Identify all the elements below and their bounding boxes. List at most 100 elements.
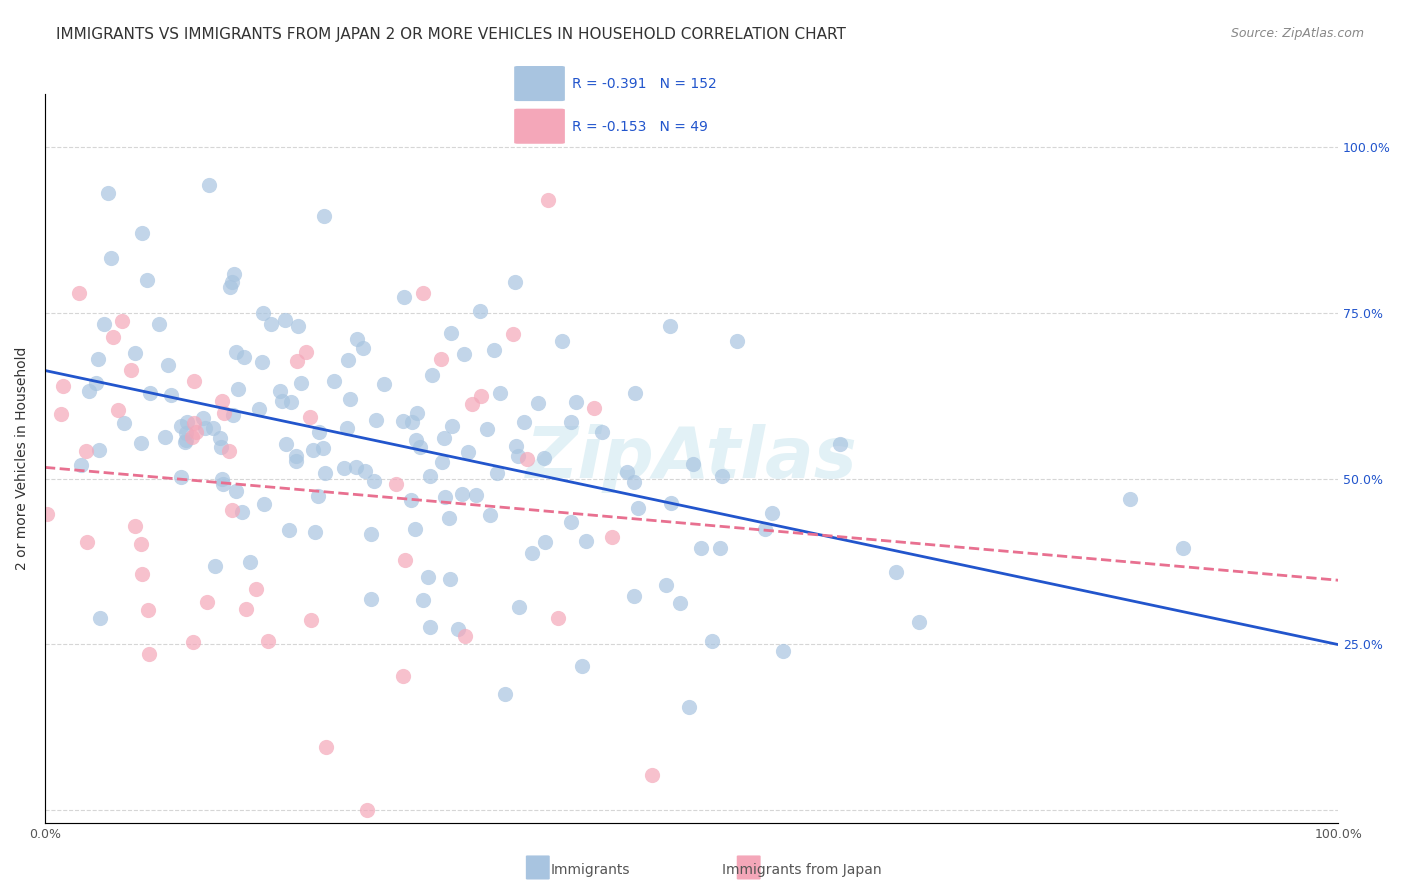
Point — [533, 451, 555, 466]
Point — [101, 329, 124, 343]
Point — [218, 279, 240, 293]
Point — [299, 409, 322, 424]
Point — [250, 355, 273, 369]
Point — [148, 317, 170, 331]
Point — [627, 500, 650, 515]
Point — [384, 476, 406, 491]
Point — [208, 431, 231, 445]
Point — [212, 406, 235, 420]
Point — [221, 275, 243, 289]
Point — [451, 487, 474, 501]
Point — [624, 386, 647, 401]
Point — [124, 518, 146, 533]
Point — [191, 410, 214, 425]
Point — [129, 537, 152, 551]
Point — [591, 425, 613, 439]
Point — [314, 466, 336, 480]
Point — [659, 496, 682, 510]
Point — [285, 449, 308, 463]
Point — [537, 193, 560, 207]
Point — [315, 740, 337, 755]
Point — [124, 346, 146, 360]
Point — [884, 565, 907, 579]
Point — [156, 358, 179, 372]
Point — [183, 375, 205, 389]
Point — [363, 475, 385, 489]
Point — [129, 436, 152, 450]
Point — [35, 508, 58, 522]
Point — [356, 803, 378, 817]
Point — [304, 524, 326, 539]
Point — [239, 555, 262, 569]
Point — [1119, 491, 1142, 506]
Point — [183, 416, 205, 430]
Point — [453, 629, 475, 643]
Point — [360, 527, 382, 541]
Point — [181, 429, 204, 443]
Point — [527, 396, 550, 410]
Point — [354, 464, 377, 478]
Point — [253, 497, 276, 511]
Point — [174, 435, 197, 450]
Point — [285, 353, 308, 368]
Point — [352, 341, 374, 355]
Point — [97, 186, 120, 200]
Point — [93, 317, 115, 331]
Point — [155, 430, 177, 444]
Point — [120, 363, 142, 377]
Point — [235, 601, 257, 615]
Point — [87, 351, 110, 366]
Point — [211, 477, 233, 491]
Point — [754, 522, 776, 536]
Point — [271, 394, 294, 409]
Point — [392, 290, 415, 304]
Point — [516, 451, 538, 466]
Point — [323, 374, 346, 388]
Point — [226, 382, 249, 396]
Point — [565, 394, 588, 409]
Point — [623, 589, 645, 603]
Point — [441, 418, 464, 433]
Point — [136, 603, 159, 617]
Point — [75, 444, 97, 458]
Point — [100, 251, 122, 265]
Point — [285, 454, 308, 468]
Point — [668, 596, 690, 610]
Point — [373, 376, 395, 391]
Point — [394, 553, 416, 567]
Point — [204, 558, 226, 573]
Point — [221, 502, 243, 516]
Point — [405, 433, 427, 447]
Point — [465, 488, 488, 502]
Point — [616, 466, 638, 480]
Point — [225, 484, 247, 499]
Point — [307, 489, 329, 503]
Point — [420, 368, 443, 383]
Point — [489, 385, 512, 400]
Point — [202, 420, 225, 434]
Point — [440, 326, 463, 341]
Point — [218, 444, 240, 458]
Point — [301, 613, 323, 627]
Point — [76, 534, 98, 549]
Point — [700, 633, 723, 648]
Point — [772, 644, 794, 658]
Point — [623, 475, 645, 489]
Text: Source: ZipAtlas.com: Source: ZipAtlas.com — [1230, 27, 1364, 40]
Point — [533, 535, 555, 549]
Point — [346, 332, 368, 346]
Point — [86, 376, 108, 390]
Point — [439, 510, 461, 524]
Point — [419, 620, 441, 634]
Text: Immigrants: Immigrants — [551, 863, 630, 877]
Point — [195, 595, 218, 609]
Point — [181, 634, 204, 648]
Point — [419, 469, 441, 483]
Point — [89, 611, 111, 625]
Point — [174, 426, 197, 441]
Point — [252, 306, 274, 320]
Point — [312, 441, 335, 455]
Point — [87, 443, 110, 458]
Point — [690, 541, 713, 555]
Point — [761, 507, 783, 521]
